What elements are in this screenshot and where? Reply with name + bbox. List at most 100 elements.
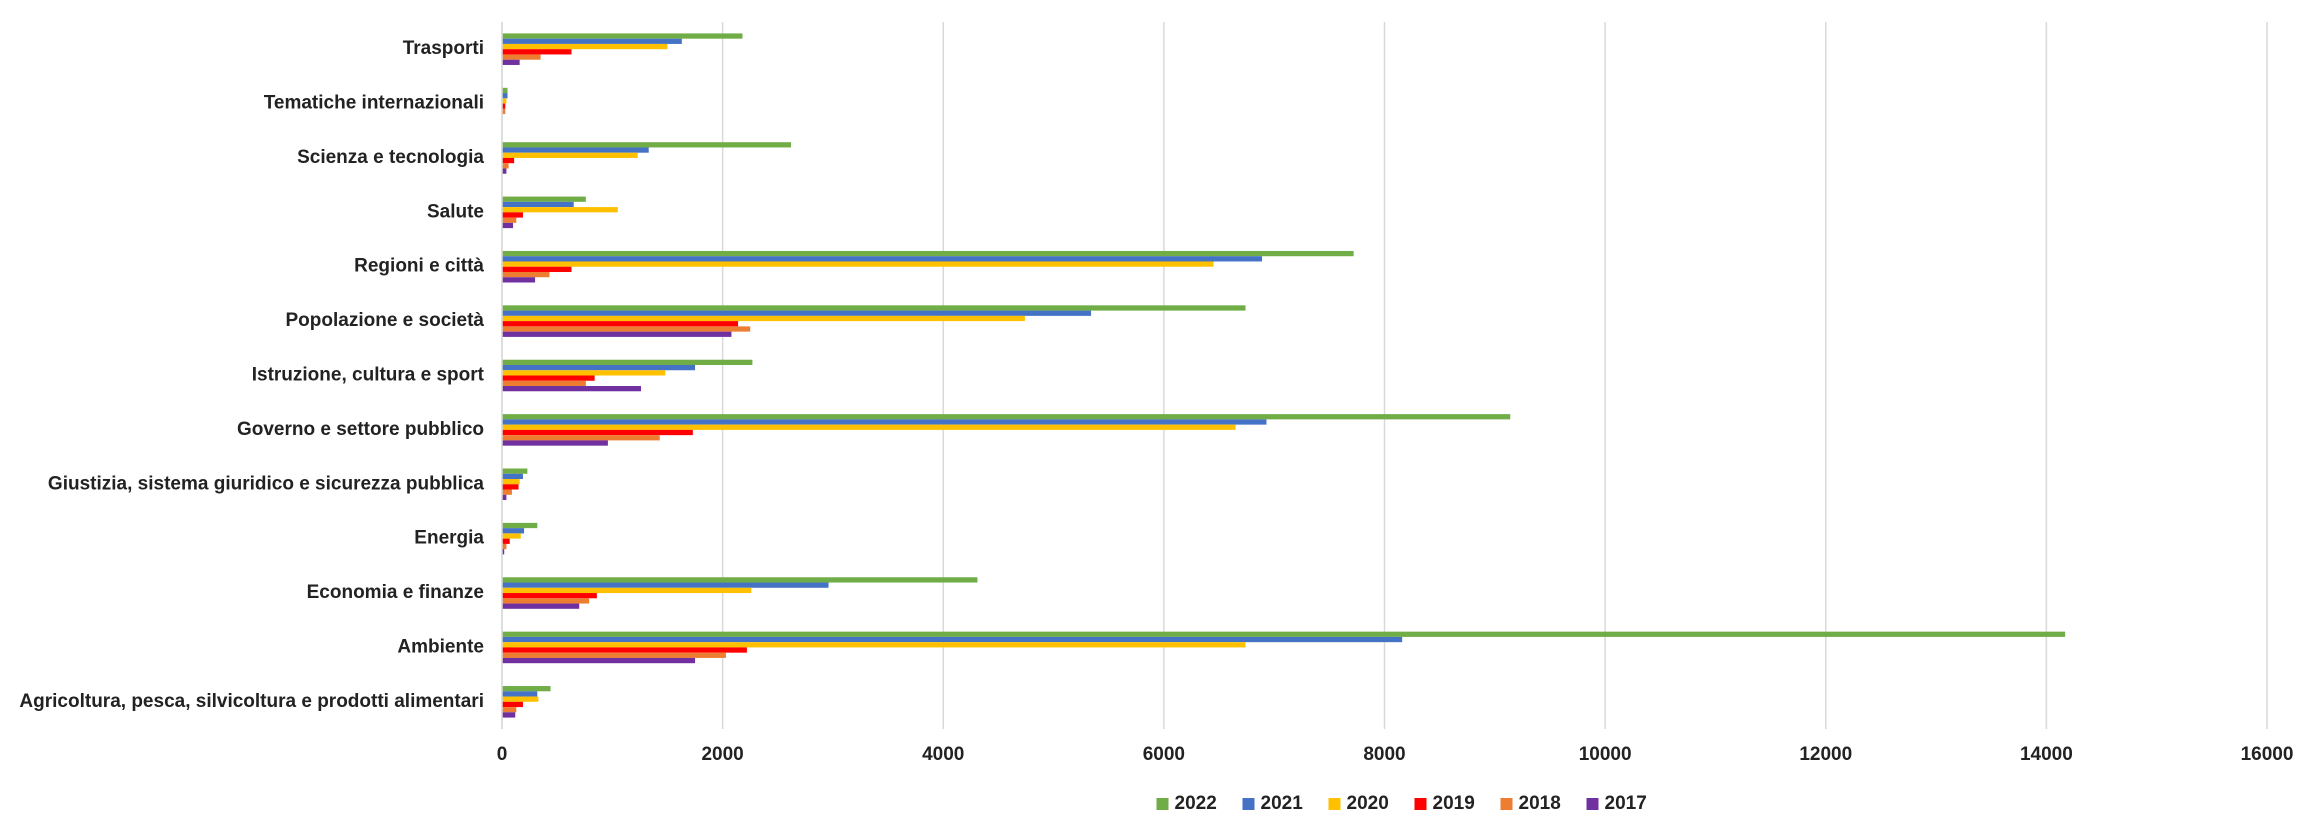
bar — [502, 473, 523, 480]
bar — [502, 103, 506, 109]
bar — [502, 636, 1403, 643]
y-tick-label: Scienza e tecnologia — [297, 147, 484, 168]
bar — [502, 147, 649, 153]
bar — [502, 468, 528, 474]
bar — [502, 652, 726, 658]
bar — [502, 87, 508, 94]
bar — [502, 364, 696, 371]
bar — [502, 321, 739, 327]
bar — [502, 201, 574, 208]
bar — [502, 54, 541, 60]
y-tick-label: Energia — [414, 528, 484, 549]
bar — [502, 152, 638, 158]
bar — [502, 305, 1246, 311]
bar — [502, 538, 510, 544]
y-tick-label: Popolazione e società — [286, 310, 485, 331]
bar — [502, 163, 509, 169]
x-tick-label: 0 — [497, 744, 508, 765]
bar — [502, 543, 507, 550]
bar — [502, 380, 586, 387]
bar — [502, 266, 572, 272]
bar — [502, 207, 618, 213]
bar — [502, 217, 517, 223]
y-tick-label: Agricoltura, pesca, silvicoltura e prodo… — [19, 691, 484, 712]
x-tick-label: 14000 — [2020, 744, 2073, 765]
legend-swatch — [1242, 798, 1255, 810]
bar — [502, 212, 523, 218]
bar — [502, 157, 515, 164]
y-tick-label: Istruzione, cultura e sport — [252, 365, 485, 386]
bar — [502, 142, 792, 148]
bar — [502, 494, 507, 501]
bar — [502, 370, 666, 376]
legend-label: 2017 — [1605, 793, 1647, 814]
bar — [502, 256, 1263, 262]
bar — [502, 359, 753, 365]
bar — [502, 261, 1214, 267]
legend-swatch — [1156, 798, 1169, 810]
bar — [502, 577, 978, 583]
bar — [502, 222, 514, 229]
bar — [502, 326, 751, 332]
bar — [502, 196, 586, 202]
bar — [502, 479, 520, 485]
bar — [502, 277, 536, 283]
bar — [502, 593, 597, 599]
bar — [502, 440, 608, 446]
bar — [502, 315, 1025, 322]
x-tick-label: 16000 — [2241, 744, 2294, 765]
bar — [502, 701, 523, 708]
bar — [502, 533, 521, 539]
legend-swatch — [1328, 798, 1341, 810]
y-tick-label: Trasporti — [403, 38, 484, 59]
bar — [502, 642, 1246, 648]
y-tick-label: Governo e settore pubblico — [237, 419, 484, 440]
bar — [502, 435, 660, 441]
bar — [502, 696, 539, 702]
bar — [502, 582, 829, 588]
y-tick-label: Salute — [427, 201, 484, 222]
bar — [502, 424, 1236, 430]
legend-label: 2019 — [1433, 793, 1475, 814]
bar — [502, 429, 693, 436]
bar — [502, 49, 572, 55]
bar — [502, 108, 506, 115]
y-tick-label: Economia e finanze — [307, 582, 484, 603]
bar — [502, 484, 519, 490]
bar — [502, 38, 682, 44]
bar — [502, 707, 517, 713]
legend-label: 2022 — [1175, 793, 1217, 814]
y-tick-label: Tematiche internazionali — [264, 93, 484, 114]
bar — [502, 98, 507, 104]
bar — [502, 375, 595, 381]
bar — [502, 598, 590, 604]
bar — [502, 603, 580, 609]
x-tick-label: 6000 — [1143, 744, 1185, 765]
bar — [502, 419, 1267, 425]
y-tick-label: Regioni e città — [354, 256, 484, 277]
bar — [502, 93, 508, 99]
bar — [502, 587, 752, 594]
bar — [502, 489, 512, 495]
bar — [502, 59, 520, 65]
bar — [502, 310, 1092, 316]
bar — [502, 549, 505, 555]
bar — [502, 631, 2066, 637]
y-tick-label: Ambiente — [397, 636, 484, 657]
legend-swatch — [1500, 798, 1513, 810]
x-tick-label: 10000 — [1579, 744, 1632, 765]
legend-label: 2020 — [1347, 793, 1389, 814]
bar — [502, 657, 696, 664]
legend-label: 2018 — [1519, 793, 1561, 814]
bar — [502, 43, 668, 50]
bar — [502, 522, 538, 529]
bar — [502, 331, 732, 337]
bar — [502, 647, 747, 653]
bar — [502, 528, 525, 534]
bar — [502, 250, 1354, 257]
x-tick-label: 2000 — [701, 744, 743, 765]
bar — [502, 414, 1511, 420]
x-tick-label: 12000 — [1799, 744, 1852, 765]
bar — [502, 691, 538, 697]
